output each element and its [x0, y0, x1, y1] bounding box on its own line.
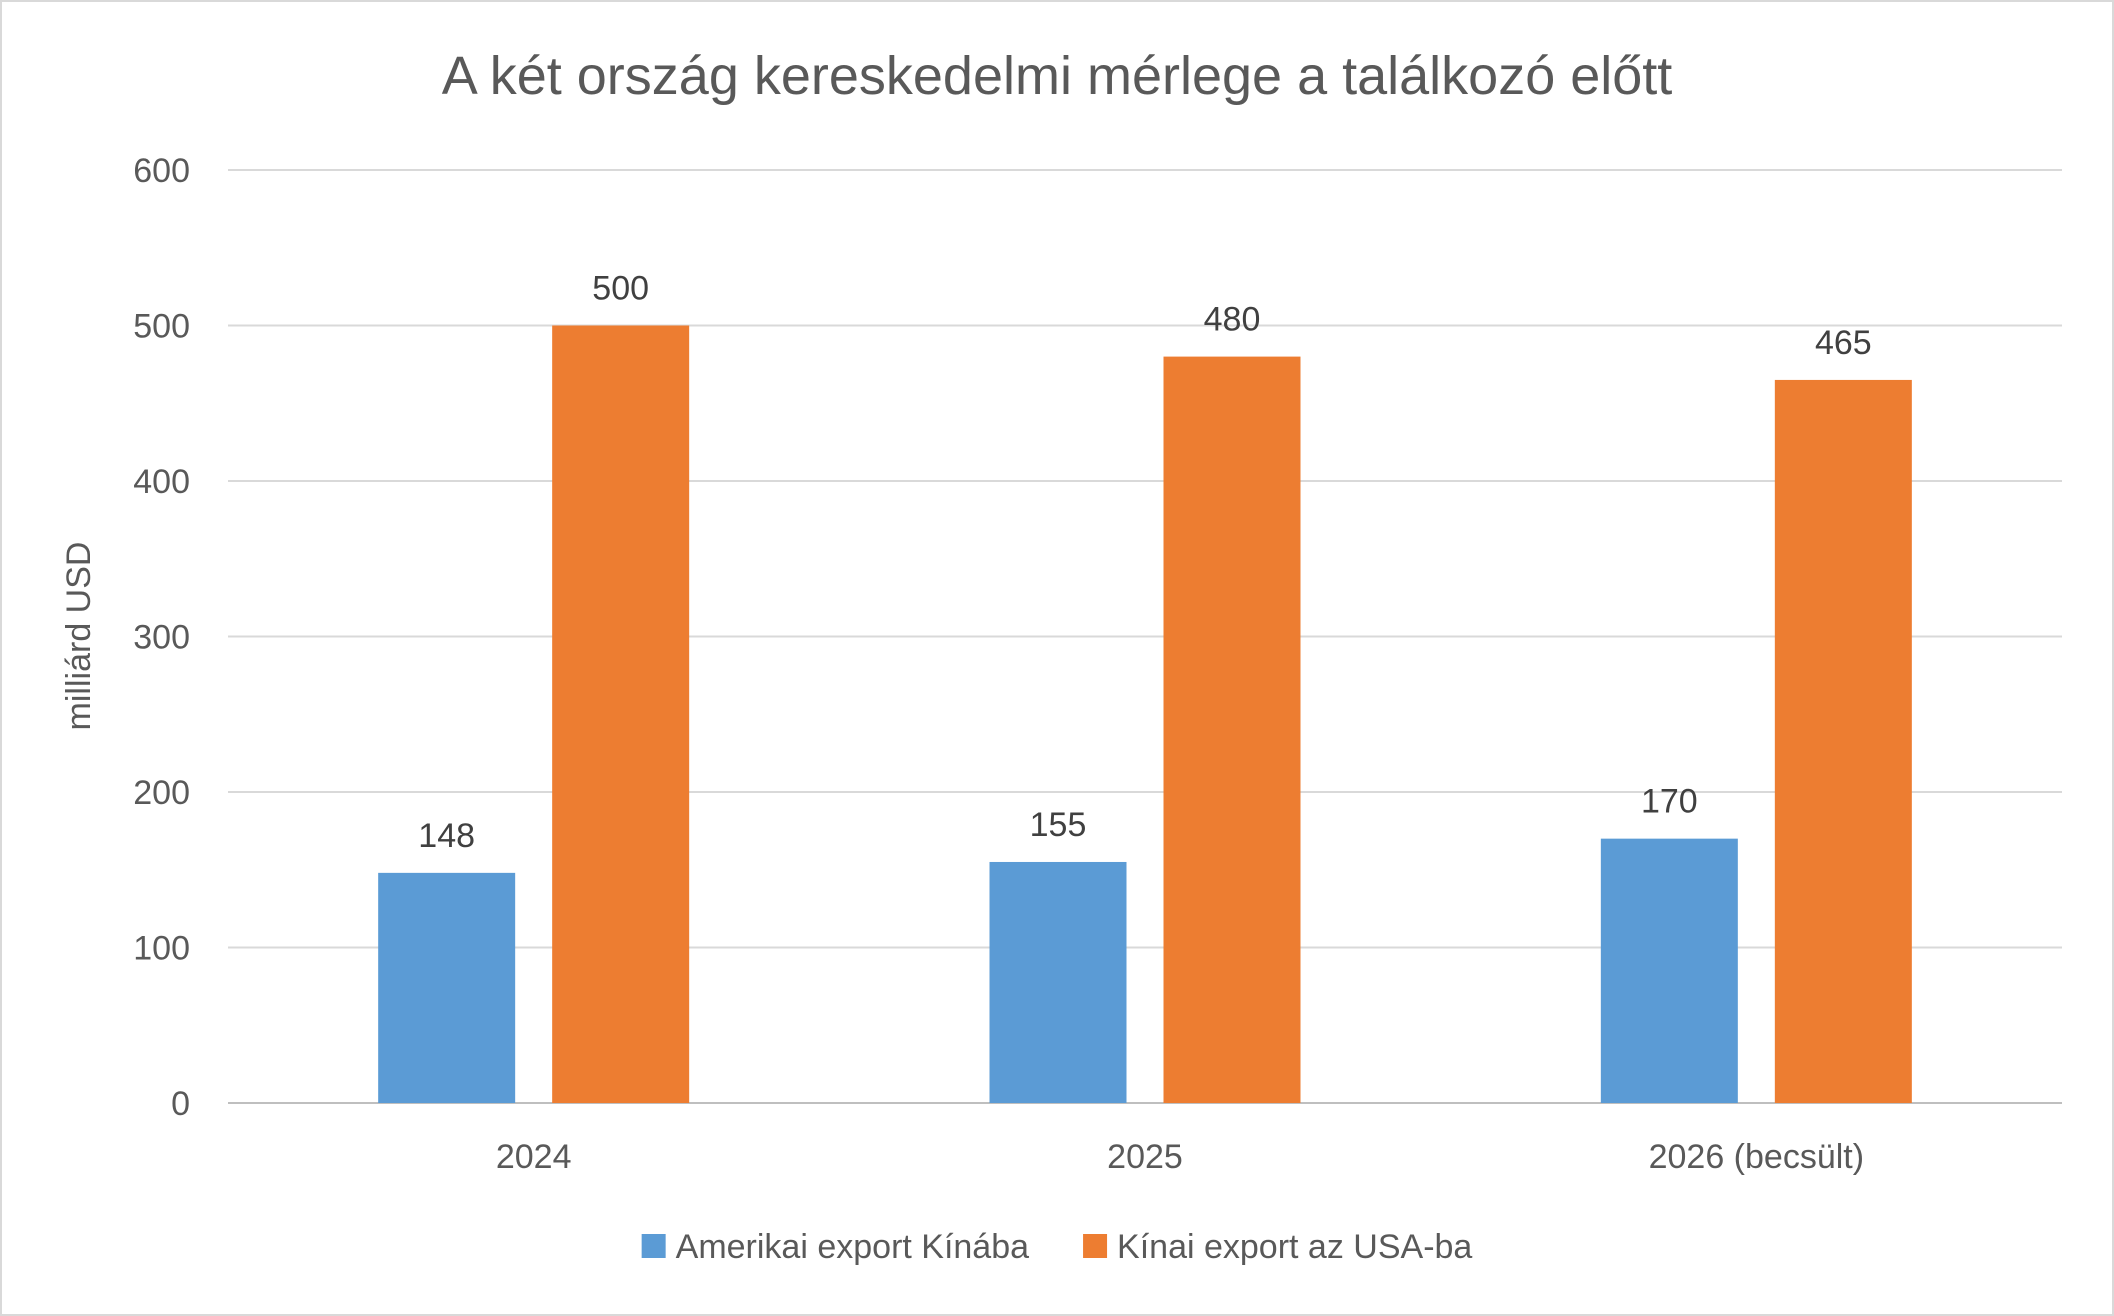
data-label: 500: [592, 270, 649, 308]
legend-swatch: [641, 1234, 666, 1258]
bars: [378, 325, 1912, 1104]
data-label: 465: [1815, 324, 1872, 362]
y-axis-ticks: 0 100 200 300 400 500 600: [133, 152, 190, 1123]
legend: Amerikai export Kínába Kínai export az US…: [641, 1228, 1472, 1266]
data-label: 148: [418, 817, 475, 855]
chart-title: A két ország kereskedelmi mérlege a talá…: [442, 46, 1673, 106]
bar-us-export-0: [378, 872, 516, 1103]
legend-label: Amerikai export Kínába: [676, 1228, 1029, 1266]
legend-swatch: [1083, 1234, 1108, 1258]
gridlines: [228, 169, 2062, 1104]
legend-item: Amerikai export Kínába: [641, 1228, 1029, 1266]
bar-us-export-2: [1600, 838, 1738, 1103]
bar-china-export-2: [1774, 379, 1912, 1103]
y-tick-label: 0: [171, 1085, 190, 1123]
legend-label: Kínai export az USA-ba: [1117, 1228, 1472, 1266]
y-tick-label: 600: [133, 152, 190, 190]
y-tick-label: 400: [133, 463, 190, 501]
x-tick-label: 2025: [1107, 1138, 1183, 1176]
y-tick-label: 200: [133, 774, 190, 812]
y-tick-label: 300: [133, 619, 190, 657]
y-tick-label: 500: [133, 308, 190, 346]
data-labels: 148 500 155 480 170 465: [418, 270, 1871, 855]
bar-china-export-1: [1163, 356, 1301, 1104]
y-axis-title: milliárd USD: [60, 542, 98, 731]
x-tick-label: 2026 (becsült): [1649, 1138, 1864, 1176]
bar-us-export-1: [989, 861, 1127, 1103]
x-axis-ticks: 2024 2025 2026 (becsült): [496, 1138, 1864, 1176]
data-label: 480: [1204, 301, 1261, 339]
legend-item: Kínai export az USA-ba: [1083, 1228, 1472, 1266]
bar-china-export-0: [552, 325, 690, 1103]
x-tick-label: 2024: [496, 1138, 572, 1176]
y-tick-label: 100: [133, 930, 190, 968]
data-label: 170: [1641, 783, 1698, 821]
data-label: 155: [1030, 806, 1087, 844]
